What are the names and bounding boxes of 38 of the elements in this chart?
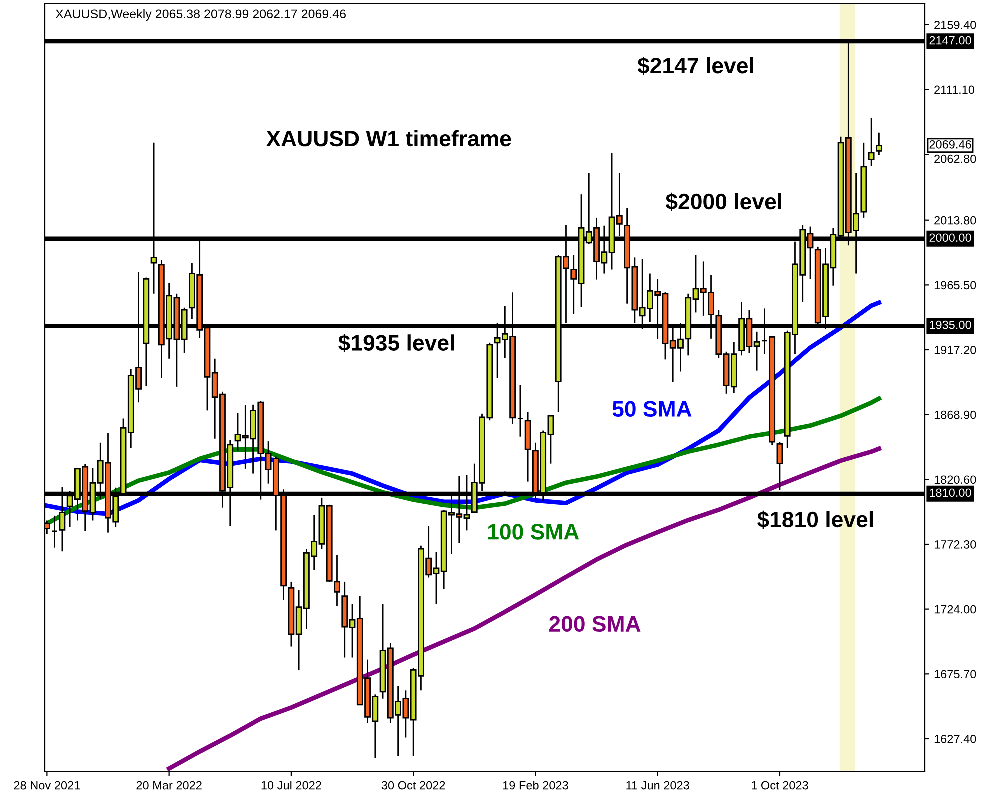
ref-line-label: 1935.00 bbox=[930, 320, 972, 330]
annotation: $1935 level bbox=[338, 334, 454, 352]
y-tick-label: 2062.80 bbox=[934, 154, 976, 164]
x-tick-label: 11 Jun 2023 bbox=[626, 781, 690, 790]
line-series bbox=[167, 446, 882, 772]
y-tick-label: 1965.50 bbox=[934, 281, 976, 290]
x-tick-label: 28 Nov 2021 bbox=[14, 781, 80, 790]
ref-line-label: 1810.00 bbox=[930, 488, 972, 498]
x-tick-label: 10 Jul 2022 bbox=[262, 781, 322, 790]
y-tick-label: 2111.10 bbox=[934, 86, 974, 94]
series-label: 100 SMA bbox=[488, 524, 580, 540]
y-tick-label: 1627.40 bbox=[934, 735, 976, 744]
candlestick bbox=[868, 117, 875, 168]
y-tick-label: 1868.90 bbox=[934, 410, 976, 420]
annotation: $1810 level bbox=[757, 510, 874, 530]
y-tick-label: 2159.40 bbox=[934, 20, 976, 30]
candlestick bbox=[517, 384, 524, 438]
ref-line-label: 2147.00 bbox=[930, 36, 972, 45]
ref-line-label: 2000.00 bbox=[930, 234, 972, 242]
candlestick bbox=[52, 515, 58, 549]
x-tick-label: 1 Oct 2023 bbox=[752, 781, 808, 790]
annotation: XAUUSD W1 timeframe bbox=[266, 130, 512, 147]
text: 2069.46 bbox=[930, 140, 972, 149]
candlestick bbox=[876, 132, 882, 156]
y-tick-label: 1820.60 bbox=[934, 476, 976, 484]
y-tick-label: 1724.00 bbox=[934, 605, 976, 614]
y-tick-label: 2013.80 bbox=[934, 216, 976, 225]
y-tick-label: 1675.70 bbox=[934, 670, 976, 679]
x-tick-label: 30 Oct 2022 bbox=[382, 781, 446, 790]
annotation: $2000 level bbox=[666, 192, 782, 212]
series-label: 50 SMA bbox=[612, 401, 692, 418]
chart-title: XAUUSD,Weekly 2065.38 2078.99 2062.17 2069.46 bbox=[56, 9, 346, 22]
annotation: $2147 level bbox=[638, 56, 754, 76]
x-tick-label: 20 Mar 2022 bbox=[136, 781, 202, 790]
x-tick-label: 19 Feb 2023 bbox=[503, 781, 568, 790]
series-label: 200 SMA bbox=[549, 616, 641, 632]
y-tick-label: 1917.20 bbox=[934, 346, 976, 354]
y-tick-label: 1772.30 bbox=[934, 540, 976, 549]
